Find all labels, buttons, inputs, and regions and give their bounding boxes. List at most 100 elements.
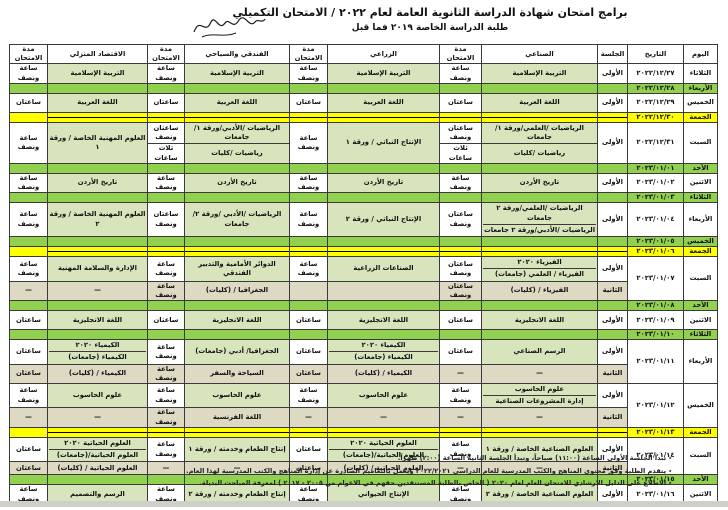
cell-subject-agricultural: الإنتاج النباتي / ورقة ١ (327, 122, 440, 164)
cell-duration-hotel-tourism: ساعة ونصف (147, 339, 185, 365)
cell-duration-agricultural: ساعتان (289, 92, 328, 113)
cell-day: الثلاثاء (683, 329, 718, 341)
header-duration: مدة الامتحان (147, 43, 185, 65)
subject-label: العلوم الصناعية الخاصة / ورقة ٢ (485, 489, 594, 498)
cell-empty (147, 426, 185, 438)
cell-empty (47, 192, 148, 204)
cell-empty (47, 162, 148, 174)
cell-duration-home-economics: ساعة ونصف (9, 202, 48, 237)
cell-subject-home-economics: التربية الإسلامية (47, 63, 148, 84)
cell-empty (439, 246, 482, 258)
cell-duration-hotel-tourism: ساعة ونصف (147, 63, 185, 84)
subject-label: علوم الحاسوب (514, 384, 565, 393)
subject-label: الإدارة والسلامة المهنية (58, 264, 137, 273)
cell-empty (289, 82, 328, 94)
holiday-row: الأربعاء ٢٠٢٢/١٢/٢٨ (9, 82, 718, 94)
page-title: برامج امتحان شهادة الدراسة الثانوية العا… (232, 6, 628, 19)
cell-day: الاثنين (683, 310, 718, 331)
exam-row: الأربعاء ٢٠٢٣/٠١/٠٤ الأولى الرياضيات /العلم… (9, 202, 718, 237)
cell-subject-industrial: الرياضيات /العلمي/ورقة ٢ جامعات الرياضيات… (481, 202, 598, 237)
cell-subject-home-economics: اللغة العربية (47, 92, 148, 113)
cell-duration-industrial: ساعتان (439, 339, 482, 365)
cell-date: ٢٠٢٣/٠١/٠٨ (627, 299, 684, 312)
cell-date: ٢٠٢٢/١٢/٣١ (627, 122, 684, 164)
subject-label: الرسم والتصميم (70, 489, 125, 498)
cell-subject-home-economics: اللغة الانجليزية (47, 310, 148, 331)
page-edge-bar (0, 501, 728, 507)
header-duration: مدة الامتحان (289, 43, 328, 65)
exam-row: السبت ٢٠٢٣/٠١/٠٧ الأولى الفيزياء ٢٠٢٠ الفيزي… (9, 256, 718, 301)
holiday-row: الثلاثاء ٢٠٢٣/٠١/٠٣ (9, 192, 718, 204)
cell-empty (597, 246, 628, 258)
cell-duration-home-economics: ساعة ونصف (9, 172, 48, 194)
cell-duration-agricultural: ساعة ونصف (289, 63, 328, 84)
cell-date: ٢٠٢٣/٠١/١٣ (627, 426, 684, 438)
cell-empty (184, 192, 290, 204)
cell-empty (597, 192, 628, 204)
cell-date: ٢٠٢٣/٠١/١٢ (627, 382, 684, 428)
cell-subject-home-economics: — (47, 407, 148, 428)
cell-duration-industrial: ساعة ونصف (439, 382, 482, 409)
cell-duration-hotel-tourism: ساعتان (147, 310, 185, 331)
cell-session: الثانية (597, 363, 628, 384)
exam-row: الثانية الفيزياء / (كليات) ساعتان ونصف الجغ… (9, 280, 718, 301)
cell-empty (439, 111, 482, 124)
cell-subject-home-economics: العلوم الحياتية ٢٠٢٠ العلوم الحياتية/(جام… (47, 436, 148, 463)
exam-row: الاثنين ٢٠٢٣/٠١/١٦ الأولى العلوم الصناعية ا… (9, 484, 718, 505)
page-title-block: برامج امتحان شهادة الدراسة الثانوية العا… (150, 6, 710, 33)
header-track-agricultural: الزراعي (327, 43, 440, 65)
subject-label: تاريخ الأردن (77, 178, 118, 187)
subject-label: الفيزياء ٢٠٢٠ (517, 258, 562, 267)
cell-empty (327, 111, 440, 124)
header-duration: مدة الامتحان (9, 43, 48, 65)
cell-empty (47, 111, 148, 124)
subject-label: الرياضيات /الأدبي/ورقة ٢ جامعات (483, 223, 596, 236)
cell-subject-industrial: التربية الإسلامية (481, 63, 598, 84)
cell-empty (289, 162, 328, 174)
subject-label: إدارة المشروعات الصناعية (483, 395, 596, 407)
subject-label: الكيمياء ٢٠٢٠ (75, 341, 120, 350)
cell-empty (597, 162, 628, 174)
subject-label: اللغة العربية (363, 98, 404, 107)
cell-duration-industrial: — (439, 461, 482, 476)
cell-duration-home-economics: ساعة ونصف (9, 63, 48, 84)
cell-empty (9, 329, 48, 341)
cell-empty (147, 82, 185, 94)
subject-label: اللغة الفرنسية (212, 412, 262, 421)
cell-subject-agricultural (327, 280, 440, 301)
cell-duration-agricultural (289, 280, 328, 301)
header-duration: مدة الامتحان (439, 43, 482, 65)
cell-empty (439, 235, 482, 248)
subject-label: الرياضيات /الأدبي /ورقة ٢/جامعات (192, 210, 282, 228)
cell-duration-home-economics: ساعة ونصف (9, 382, 48, 409)
cell-empty (184, 111, 290, 124)
cell-subject-hotel-tourism: الرياضيات /الأدبي /ورقة ٢/جامعات (184, 202, 290, 237)
cell-empty (47, 299, 148, 312)
cell-day: الثلاثاء (683, 63, 718, 84)
cell-subject-industrial: علوم الحاسوب إدارة المشروعات الصناعية (481, 382, 598, 409)
footnote: ٭ يتقدم الطلبة وفق محتوى المناهج والكتب … (186, 466, 672, 475)
exam-row: السبت ٢٠٢٢/١٢/٣١ الأولى الرياضيات /العلمي/و… (9, 122, 718, 164)
cell-subject-hotel-tourism: الرياضيات /الأدبي/ورقة ١/جامعات (184, 122, 290, 145)
cell-subject-home-economics: تاريخ الأردن (47, 172, 148, 194)
cell-session: الثانية (597, 407, 628, 428)
subject-label: السياحة والسفر (210, 369, 264, 378)
cell-day: السبت (683, 122, 718, 164)
exam-row: رياضيات /كليات ثلاث ساعات رياضيات /كليات ثل… (10, 143, 718, 164)
cell-empty (481, 299, 598, 312)
subject-label: العلوم الصناعية الخاصة / ورقة ١ (485, 444, 594, 453)
cell-subject-agricultural: اللغة الانجليزية (327, 310, 440, 331)
subject-label: — (536, 369, 543, 378)
subject-label: الرسم الصناعي (513, 347, 566, 356)
cell-duration-home-economics: ساعتان (9, 92, 48, 113)
exam-row: الخميس ٢٠٢٣/٠١/١٢ الأولى علوم الحاسوب إدارة … (9, 382, 718, 428)
subject-label: الكيمياء (جامعات) (49, 351, 146, 363)
cell-duration-industrial: ساعتان ونصف (439, 256, 482, 282)
subject-label: الإنتاج النباتي / ورقة ٢ (345, 215, 422, 224)
cell-empty (47, 82, 148, 94)
cell-duration-home-economics: ساعة ونصف (9, 256, 48, 282)
cell-subject-industrial: العلوم الصناعية الخاصة / ورقة ٢ (481, 484, 598, 505)
subject-label: العلوم الحياتية / (كليات) (57, 463, 138, 472)
cell-empty (481, 426, 598, 438)
cell-subject-hotel-tourism: رياضيات /كليات (184, 143, 290, 164)
